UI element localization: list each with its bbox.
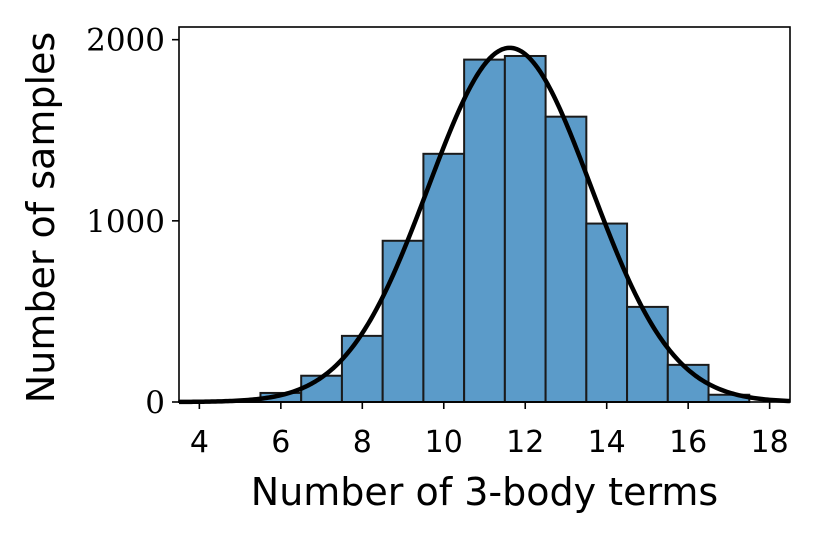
x-tick-label: 4 (190, 425, 209, 460)
histogram-bar (423, 154, 464, 402)
x-tick-label: 8 (353, 425, 372, 460)
histogram-bar (586, 224, 627, 402)
x-axis-ticks: 4 6 8 10 12 14 16 18 (190, 402, 789, 460)
x-tick-label: 16 (669, 425, 707, 460)
histogram-bar (505, 56, 546, 402)
y-tick-label: 2000 (86, 23, 165, 59)
y-axis-label: Number of samples (19, 32, 63, 403)
bars-layer (179, 56, 749, 402)
histogram-bar (342, 336, 383, 402)
y-tick-label: 1000 (86, 204, 165, 240)
x-tick-label: 18 (751, 425, 789, 460)
y-axis-ticks: 0 1000 2000 (86, 23, 179, 421)
histogram-bar (383, 241, 424, 402)
x-tick-label: 10 (425, 425, 463, 460)
x-axis-label: Number of 3-body terms (251, 470, 718, 514)
y-tick-label: 0 (145, 385, 165, 421)
x-tick-label: 6 (271, 425, 290, 460)
x-tick-label: 12 (506, 425, 544, 460)
histogram-bar (464, 60, 505, 402)
x-tick-label: 14 (588, 425, 626, 460)
